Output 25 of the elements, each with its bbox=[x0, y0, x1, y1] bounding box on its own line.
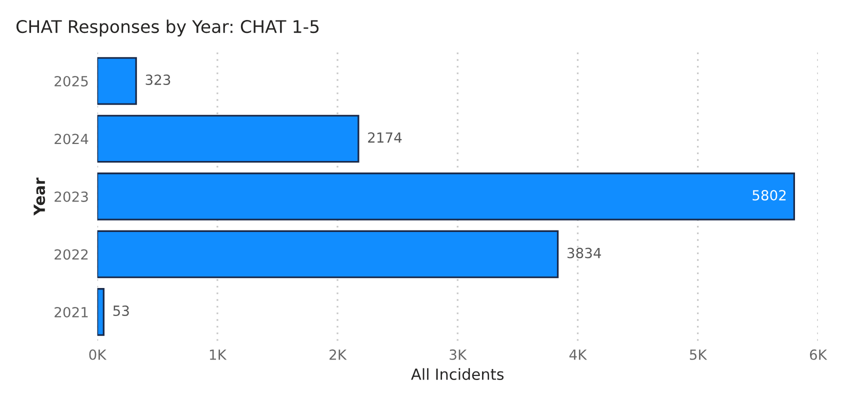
data-label: 323 bbox=[146, 74, 170, 86]
x-tick-label: 4K bbox=[569, 350, 587, 360]
x-tick-label: 5K bbox=[690, 350, 708, 360]
y-tick-label: 2021 bbox=[54, 306, 88, 318]
bar bbox=[97, 288, 104, 336]
x-tick-label: 6K bbox=[810, 349, 828, 360]
bar bbox=[97, 230, 559, 278]
x-tick-label: 3K bbox=[450, 349, 467, 360]
x-tick-label: 1K bbox=[210, 350, 227, 360]
bar bbox=[97, 57, 137, 105]
y-tick-label: 2023 bbox=[54, 191, 88, 202]
y-tick-label: 2024 bbox=[54, 134, 88, 144]
x-tick-label: 0K bbox=[89, 349, 107, 360]
data-label: 5802 bbox=[752, 190, 786, 201]
chart-title: CHAT Responses by Year: CHAT 1-5 bbox=[16, 20, 319, 36]
data-label: 2174 bbox=[368, 132, 402, 143]
x-axis-title: All Incidents bbox=[411, 368, 504, 380]
data-label: 53 bbox=[113, 306, 129, 316]
y-tick-label: 2022 bbox=[54, 249, 88, 260]
bar bbox=[97, 114, 360, 163]
y-tick-label: 2025 bbox=[54, 76, 88, 86]
data-label: 3834 bbox=[568, 248, 602, 258]
x-tick-label: 2K bbox=[330, 349, 347, 360]
y-axis-title: Year bbox=[34, 178, 46, 216]
bar bbox=[97, 172, 796, 220]
